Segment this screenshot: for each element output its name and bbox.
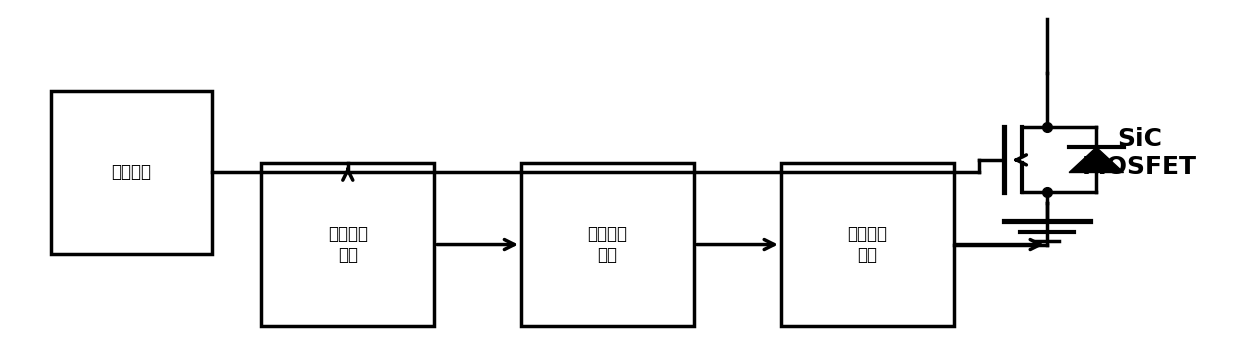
Bar [521, 163, 694, 326]
Polygon shape [1069, 147, 1123, 172]
Bar [51, 91, 212, 253]
Text: 电压采样
电路: 电压采样 电路 [327, 225, 368, 264]
Text: 源极电压
电路: 源极电压 电路 [847, 225, 888, 264]
Text: 驱动电路: 驱动电路 [112, 163, 151, 182]
Bar [262, 163, 434, 326]
Bar [781, 163, 954, 326]
Text: SiC
MOSFET: SiC MOSFET [1083, 127, 1197, 179]
Text: 脉冲产生
电路: 脉冲产生 电路 [588, 225, 627, 264]
